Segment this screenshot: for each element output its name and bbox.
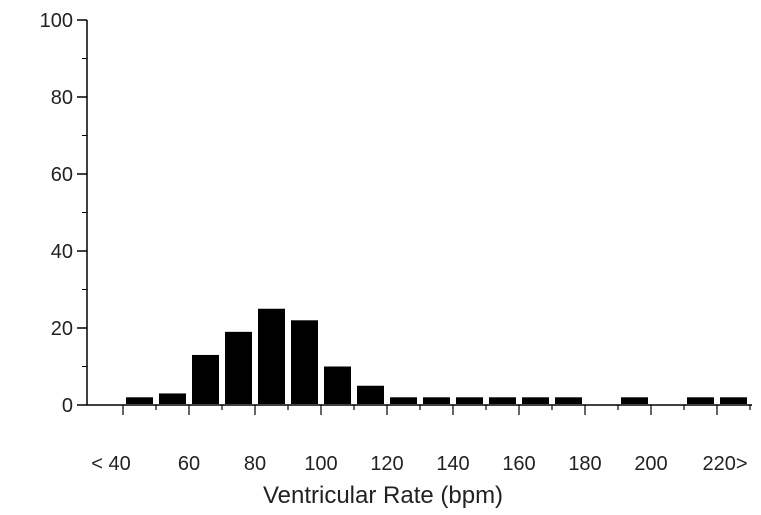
bar [258, 308, 285, 404]
bar [192, 354, 219, 404]
bar [225, 331, 252, 404]
bar [456, 397, 483, 404]
bar [390, 397, 417, 404]
x-tick-label: 140 [436, 453, 469, 475]
bar [159, 393, 186, 404]
bar [555, 397, 582, 404]
y-tick-label: 60 [51, 164, 73, 186]
bars-group [126, 308, 747, 404]
bar [489, 397, 516, 404]
y-tick-label: 0 [62, 395, 73, 417]
bar [720, 397, 747, 404]
x-tick-label: 180 [568, 453, 601, 475]
x-tick-label: 120 [370, 453, 403, 475]
y-tick-label: 100 [40, 10, 73, 32]
bar [357, 385, 384, 404]
bar [621, 397, 648, 404]
x-axis: < 40 60 80 100 120 140 160 180 200 220> [87, 404, 752, 475]
bar [291, 320, 318, 404]
x-tick-label: < 40 [91, 453, 130, 475]
x-tick-label: 60 [178, 453, 200, 475]
x-tick-label: 200 [634, 453, 667, 475]
bar [423, 397, 450, 404]
y-tick-label: 80 [51, 87, 73, 109]
x-tick-label: 220> [702, 453, 747, 475]
x-tick-label: 80 [244, 453, 266, 475]
x-axis-title: Ventricular Rate (bpm) [263, 482, 503, 509]
x-tick-label: 160 [502, 453, 535, 475]
bar [126, 397, 153, 404]
bar [324, 366, 351, 404]
bar [687, 397, 714, 404]
y-tick-label: 20 [51, 318, 73, 340]
x-tick-label: 100 [304, 453, 337, 475]
y-axis: 0 20 40 60 80 100 [40, 10, 88, 417]
bar [522, 397, 549, 404]
y-tick-label: 40 [51, 241, 73, 263]
